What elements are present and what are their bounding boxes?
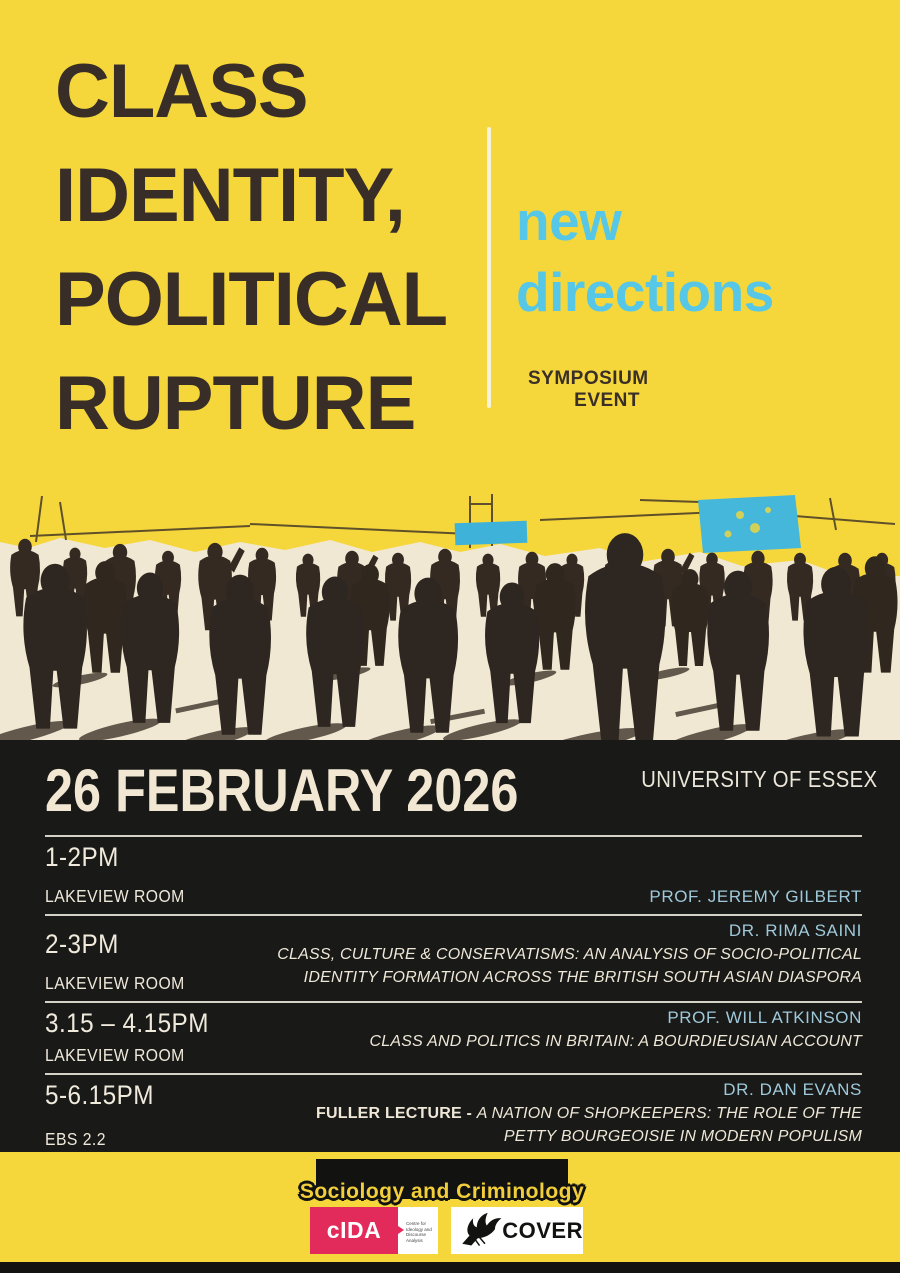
session-speaker: PROF. WILL ATKINSON — [667, 1008, 862, 1027]
title-line-2: IDENTITY, — [55, 153, 406, 238]
crowd-illustration — [0, 490, 900, 740]
event-label-line-2: EVENT — [574, 390, 640, 411]
session-time: 3.15 – 4.15PM — [45, 1008, 209, 1038]
cover-logo: COVER — [451, 1207, 583, 1254]
session-time: 1-2PM — [45, 842, 119, 872]
schedule-section: 26 FEBRUARY 2026 UNIVERSITY OF ESSEX 1-2… — [0, 740, 900, 1152]
title-line-1: CLASS — [55, 49, 309, 134]
event-type-label: SYMPOSIUM EVENT — [528, 368, 649, 412]
session-row-3: 3.15 – 4.15PM LAKEVIEW ROOM PROF. WILL A… — [45, 1003, 862, 1075]
cover-bird-icon — [462, 1212, 502, 1246]
vertical-divider — [487, 127, 491, 408]
footer-section: Sociology and Criminology cIDA Centre fo… — [0, 1152, 900, 1262]
session-room: LAKEVIEW ROOM — [45, 1045, 185, 1065]
subtitle-line-2: directions — [516, 261, 774, 323]
cida-arrow-icon — [398, 1226, 404, 1234]
session-room: EBS 2.2 — [45, 1129, 106, 1149]
session-row-2: 2-3PM LAKEVIEW ROOM DR. RIMA SAINI CLASS… — [45, 916, 862, 1003]
hero-section: CLASS IDENTITY, POLITICAL RUPTURE new di… — [0, 0, 900, 490]
cida-wordmark: cIDA — [310, 1207, 398, 1254]
session-row-4: 5-6.15PM EBS 2.2 DR. DAN EVANS FULLER LE… — [45, 1075, 862, 1152]
poster-title: CLASS IDENTITY, POLITICAL RUPTURE — [55, 40, 448, 456]
event-label-line-1: SYMPOSIUM — [528, 368, 649, 389]
poster-subtitle: new directions — [516, 186, 774, 328]
session-talk-title: FULLER LECTURE - A NATION OF SHOPKEEPERS… — [316, 1105, 862, 1145]
institution-name: UNIVERSITY OF ESSEX — [640, 766, 878, 792]
session-row-1: 1-2PM LAKEVIEW ROOM PROF. JEREMY GILBERT — [45, 837, 862, 916]
session-talk-title: CLASS AND POLITICS IN BRITAIN: A BOURDIE… — [369, 1033, 862, 1050]
subtitle-line-1: new — [516, 190, 622, 252]
partner-logos: cIDA Centre for Ideology and Discourse A… — [310, 1207, 583, 1254]
session-time: 2-3PM — [45, 929, 119, 959]
cida-logo: cIDA Centre for Ideology and Discourse A… — [310, 1207, 438, 1254]
session-time: 5-6.15PM — [45, 1080, 154, 1110]
cida-tagline: Centre for Ideology and Discourse Analys… — [398, 1207, 438, 1254]
department-name: Sociology and Criminology — [299, 1180, 585, 1203]
session-talk-title: CLASS, CULTURE & CONSERVATISMS: AN ANALY… — [277, 946, 862, 986]
bottom-black-strip — [0, 1262, 900, 1273]
department-logo-block — [316, 1159, 568, 1199]
session-room: LAKEVIEW ROOM — [45, 973, 185, 993]
session-speaker: DR. RIMA SAINI — [728, 921, 862, 940]
cover-wordmark: COVER — [502, 1217, 583, 1243]
divider — [45, 835, 862, 837]
session-room: LAKEVIEW ROOM — [45, 886, 185, 906]
title-line-4: RUPTURE — [55, 361, 416, 446]
session-speaker: PROF. JEREMY GILBERT — [649, 887, 862, 906]
title-line-3: POLITICAL — [55, 257, 448, 342]
session-speaker: DR. DAN EVANS — [723, 1080, 862, 1099]
event-date: 26 FEBRUARY 2026 — [45, 757, 519, 824]
